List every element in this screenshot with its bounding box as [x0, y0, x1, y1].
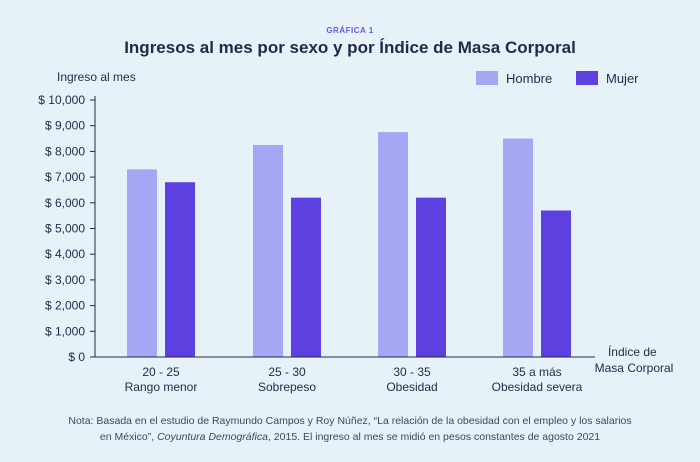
note-line1: Nota: Basada en el estudio de Raymundo C…	[68, 415, 631, 427]
bar-mujer-2	[291, 197, 321, 357]
y-tick-label: $ 4,000	[45, 247, 85, 261]
y-tick-label: $ 8,000	[45, 144, 85, 158]
x-category-label-line: 30 - 35	[393, 365, 431, 379]
bars	[127, 132, 571, 357]
bar-hombre-3	[378, 132, 408, 357]
y-tick-label: $ 3,000	[45, 273, 85, 287]
x-category-label-line: Obesidad severa	[492, 380, 583, 394]
y-tick-label: $ 1,000	[45, 324, 85, 338]
bar-hombre-1	[127, 169, 157, 357]
x-category-label-line: Rango menor	[125, 380, 198, 394]
note-line2: en México”, Coyuntura Demográfica, 2015.…	[100, 431, 600, 443]
x-axis-title: Índice de Masa Corporal	[595, 344, 674, 375]
y-tick-label: $ 0	[68, 350, 85, 364]
x-category-label-line: 35 a más	[512, 365, 561, 379]
note-line2-end: , 2015. El ingreso al mes se midió en pe…	[268, 431, 600, 443]
x-category-label: 20 - 25 Rango menor	[125, 365, 198, 394]
y-axis: $ 0 $ 1,000 $ 2,000 $ 3,000 $ 4,000 $ 5,000 $ …	[38, 93, 95, 364]
x-category-label-line: 25 - 30	[268, 365, 306, 379]
note-journal: Coyuntura Demográfica	[157, 431, 268, 443]
x-axis-title-line2: Masa Corporal	[595, 361, 674, 375]
legend-label-hombre: Hombre	[506, 71, 552, 86]
y-tick-label: $ 7,000	[45, 170, 85, 184]
y-tick-label: $ 9,000	[45, 119, 85, 133]
legend-swatch-hombre	[476, 71, 498, 85]
y-tick-label: $ 5,000	[45, 222, 85, 236]
x-category-label: 30 - 35 Obesidad	[386, 365, 437, 394]
bar-mujer-4	[541, 210, 571, 357]
x-category-label-line: Obesidad	[386, 380, 437, 394]
bar-hombre-4	[503, 138, 533, 357]
legend-label-mujer: Mujer	[606, 71, 639, 86]
legend: Hombre Mujer	[476, 71, 639, 86]
x-category-label: 35 a más Obesidad severa	[492, 365, 583, 394]
chart-title: Ingresos al mes por sexo y por Índice de…	[124, 38, 576, 57]
bar-mujer-3	[416, 197, 446, 357]
x-category-label-line: 20 - 25	[142, 365, 180, 379]
y-tick-label: $ 2,000	[45, 299, 85, 313]
note-line2-start: en México”,	[100, 431, 157, 443]
x-axis-title-line1: Índice de	[608, 344, 657, 359]
bar-mujer-1	[165, 182, 195, 357]
chart-kicker: GRÁFICA 1	[326, 26, 373, 35]
y-tick-label: $ 6,000	[45, 196, 85, 210]
x-category-label-line: Sobrepeso	[258, 380, 316, 394]
y-tick-label: $ 10,000	[38, 93, 85, 107]
legend-swatch-mujer	[576, 71, 598, 85]
x-category-label: 25 - 30 Sobrepeso	[258, 365, 316, 394]
x-axis: 20 - 25 Rango menor 25 - 30 Sobrepeso 30 - 3…	[125, 365, 583, 394]
bar-hombre-2	[253, 144, 283, 357]
y-axis-title: Ingreso al mes	[57, 70, 136, 84]
